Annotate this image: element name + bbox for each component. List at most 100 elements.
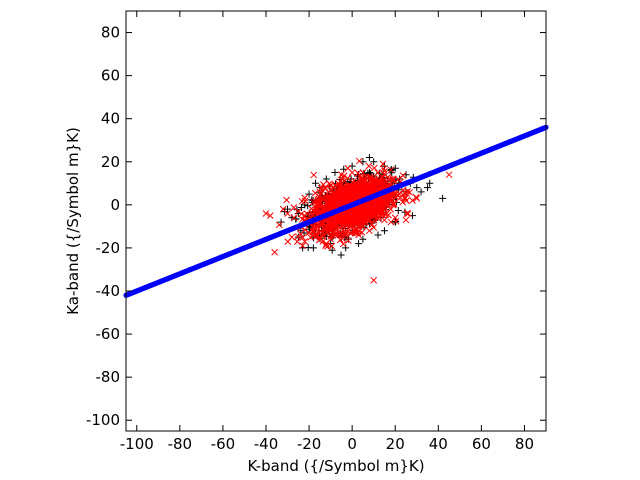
- data-point-cross: [413, 195, 421, 202]
- data-point-cross: [404, 210, 412, 217]
- data-point-plus: [284, 205, 292, 213]
- axis-ticks: -100 -80 -60 -40 -20 0 20 40 60 80 -100 -80 -60 -40 -2…: [86, 11, 546, 453]
- data-point-plus: [439, 194, 447, 202]
- data-point-cross: [368, 221, 376, 229]
- data-point-cross: [339, 215, 347, 223]
- x-tick-label: -80: [168, 435, 193, 453]
- data-point-cross: [364, 210, 372, 217]
- data-point-cross: [316, 233, 324, 241]
- data-point-cross: [389, 175, 397, 183]
- data-point-cross: [299, 242, 306, 250]
- data-point-plus: [322, 175, 330, 183]
- data-point-cross: [294, 207, 302, 215]
- data-point-plus: [365, 153, 373, 161]
- data-point-plus: [417, 188, 425, 196]
- data-point-cross: [327, 233, 334, 240]
- data-point-cross: [403, 210, 411, 217]
- x-tick-label: -100: [120, 435, 154, 453]
- data-point-cross: [391, 214, 399, 222]
- data-point-cross: [445, 171, 453, 179]
- data-point-cross: [382, 194, 390, 202]
- data-point-cross: [301, 197, 309, 205]
- data-point-cross: [373, 208, 381, 216]
- data-point-plus: [305, 190, 313, 198]
- data-point-cross: [366, 227, 373, 235]
- data-point-cross: [318, 195, 326, 203]
- data-point-plus: [328, 246, 336, 254]
- data-point-cross: [387, 166, 395, 174]
- data-point-cross: [288, 233, 296, 241]
- data-point-plus: [380, 227, 388, 235]
- data-point-cross: [378, 195, 386, 203]
- data-point-cross: [357, 174, 364, 182]
- data-point-plus: [340, 165, 348, 173]
- x-tick-label: 0: [347, 435, 357, 453]
- data-point-plus: [342, 244, 350, 252]
- y-tick-label: 40: [101, 110, 120, 128]
- data-point-plus: [359, 235, 367, 243]
- plot-markers: [123, 124, 549, 298]
- data-point-cross: [343, 222, 351, 229]
- data-point-cross: [301, 238, 309, 245]
- data-point-cross: [327, 235, 334, 243]
- data-point-plus: [394, 207, 402, 215]
- data-point-plus: [301, 201, 309, 209]
- y-tick-label: 20: [101, 153, 120, 171]
- data-point-cross: [310, 171, 318, 179]
- data-point-cross: [327, 182, 334, 189]
- data-point-cross: [374, 205, 381, 213]
- data-point-cross: [359, 169, 367, 176]
- plot-frame: [125, 10, 547, 432]
- data-point-cross: [368, 206, 376, 214]
- x-tick-label: 20: [386, 435, 405, 453]
- data-point-cross: [379, 211, 387, 219]
- data-point-cross: [354, 181, 361, 188]
- data-point-cross: [319, 238, 327, 245]
- data-point-plus: [426, 179, 434, 187]
- y-tick-label: -80: [96, 368, 121, 386]
- data-point-cross: [266, 212, 274, 219]
- data-point-cross: [339, 240, 347, 248]
- y-tick-label: -20: [96, 239, 121, 257]
- data-point-cross: [284, 210, 291, 217]
- data-point-cross: [328, 186, 336, 194]
- data-point-plus: [309, 244, 317, 252]
- data-point-cross: [319, 204, 327, 212]
- y-tick-label: -100: [86, 411, 120, 429]
- data-point-cross: [366, 173, 373, 181]
- data-point-cross: [346, 208, 354, 216]
- data-point-cross: [382, 177, 390, 185]
- data-point-cross: [387, 175, 394, 183]
- data-point-cross: [290, 214, 298, 222]
- data-point-cross: [322, 225, 329, 233]
- data-point-cross: [348, 188, 356, 196]
- data-point-plus: [413, 184, 421, 192]
- data-point-cross: [334, 197, 342, 205]
- data-point-cross: [374, 179, 382, 187]
- y-tick-label: -60: [96, 325, 121, 343]
- data-point-cross: [317, 199, 324, 206]
- data-point-plus: [277, 218, 285, 226]
- data-point-cross: [374, 169, 382, 176]
- data-point-cross: [315, 195, 323, 203]
- data-point-cross: [309, 232, 317, 239]
- data-point-plus: [374, 231, 382, 239]
- data-point-plus: [355, 240, 363, 248]
- data-point-cross: [335, 180, 343, 188]
- data-point-cross: [409, 197, 416, 204]
- data-point-cross: [310, 227, 317, 235]
- x-axis-title: K-band ({/Symbol m}K): [247, 457, 424, 475]
- data-point-cross: [321, 184, 329, 192]
- data-point-cross: [396, 190, 403, 198]
- data-point-cross: [402, 216, 410, 224]
- data-point-cross: [340, 193, 347, 201]
- data-point-cross: [338, 171, 345, 179]
- data-point-cross: [360, 211, 368, 218]
- data-point-plus: [312, 179, 320, 187]
- data-point-cross: [275, 221, 283, 229]
- data-point-cross: [355, 231, 362, 239]
- x-tick-label: -60: [211, 435, 236, 453]
- data-point-cross: [355, 157, 363, 165]
- y-tick-label: 80: [101, 24, 120, 42]
